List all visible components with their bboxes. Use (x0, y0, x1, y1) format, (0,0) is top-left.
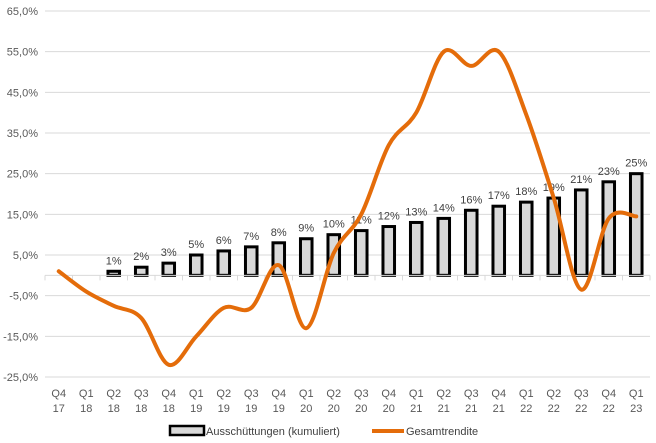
bar (518, 200, 534, 277)
x-tick-label-quarter: Q4 (491, 388, 506, 400)
x-tick-label-year: 23 (630, 403, 642, 415)
bar-data-label: 16% (460, 194, 482, 206)
bar-data-label: 21% (570, 174, 592, 186)
bar-data-label: 6% (216, 235, 232, 247)
bar-data-label: 23% (598, 166, 620, 178)
y-tick-label: 45,0% (7, 87, 38, 99)
x-tick-label-year: 20 (328, 403, 340, 415)
x-tick-label-quarter: Q3 (244, 388, 259, 400)
x-tick-label-quarter: Q2 (216, 388, 231, 400)
bar-data-label: 12% (378, 211, 400, 223)
x-tick-label-year: 20 (355, 403, 367, 415)
bar (133, 265, 149, 277)
bar (463, 208, 479, 277)
legend-swatch-ausschuettungen (168, 424, 206, 437)
bar (491, 204, 507, 277)
x-tick-label-quarter: Q3 (134, 388, 149, 400)
x-tick-label-quarter: Q2 (436, 388, 451, 400)
bar (243, 245, 259, 277)
y-tick-label: 5,0% (13, 250, 38, 262)
y-tick-label: 65,0% (7, 6, 38, 18)
bar (573, 188, 589, 277)
x-tick-label-quarter: Q4 (601, 388, 616, 400)
x-tick-label-year: 21 (438, 403, 450, 415)
x-tick-label-quarter: Q1 (629, 388, 644, 400)
x-tick-label-year: 19 (218, 403, 230, 415)
y-tick-label: -25,0% (3, 372, 38, 384)
x-tick-label-year: 21 (410, 403, 422, 415)
legend-label-gesamtrendite: Gesamtrendite (406, 426, 478, 438)
y-tick-label: -5,0% (9, 291, 38, 303)
bar (436, 216, 452, 277)
x-tick-label-quarter: Q4 (271, 388, 286, 400)
y-tick-label: 15,0% (7, 209, 38, 221)
x-tick-label-quarter: Q1 (189, 388, 204, 400)
bar-data-label: 17% (488, 190, 510, 202)
line-series-gesamtrendite (56, 47, 639, 367)
x-tick-label-quarter: Q3 (574, 388, 589, 400)
x-tick-label-quarter: Q1 (299, 388, 314, 400)
bar-data-label: 2% (133, 251, 149, 263)
bar (408, 220, 424, 277)
bar-data-label: 8% (271, 227, 287, 239)
x-tick-label-year: 19 (190, 403, 202, 415)
y-tick-label: 35,0% (7, 128, 38, 140)
gridlines (45, 10, 650, 378)
x-tick-label-year: 22 (575, 403, 587, 415)
x-tick-label-year: 22 (603, 403, 615, 415)
legend: Ausschüttungen (kumuliert) Gesamtrendite (168, 424, 478, 438)
y-tick-label: -15,0% (3, 331, 38, 343)
x-tick-label-year: 21 (465, 403, 477, 415)
x-tick-label-quarter: Q1 (519, 388, 534, 400)
x-tick-label-year: 18 (108, 403, 120, 415)
x-tick-label-quarter: Q3 (464, 388, 479, 400)
x-tick-label-quarter: Q4 (51, 388, 66, 400)
y-tick-label: 25,0% (7, 169, 38, 181)
x-tick-label-year: 18 (163, 403, 175, 415)
bar (161, 261, 177, 277)
x-tick-label-year: 22 (548, 403, 560, 415)
bar (381, 225, 397, 277)
line-path (56, 47, 639, 367)
bar-data-label: 1% (106, 255, 122, 267)
bar (298, 237, 314, 277)
bar-data-label: 18% (515, 186, 537, 198)
x-tick-label-year: 21 (493, 403, 505, 415)
y-axis: -25,0% -15,0% -5,0% 5,0% 15,0% 25,0% 35,0% 45,0… (3, 6, 38, 384)
bar-data-label: 13% (405, 206, 427, 218)
x-tick-label-quarter: Q4 (381, 388, 396, 400)
bar-data-label: 5% (188, 239, 204, 251)
x-tick-label-quarter: Q4 (161, 388, 176, 400)
x-tick-label-quarter: Q1 (79, 388, 94, 400)
x-tick-label-year: 17 (53, 403, 65, 415)
x-tick-label-year: 19 (273, 403, 285, 415)
bar (188, 253, 204, 277)
x-tick-label-year: 20 (383, 403, 395, 415)
x-tick-label-year: 22 (520, 403, 532, 415)
x-tick-label-quarter: Q2 (326, 388, 341, 400)
bar-data-label: 10% (323, 219, 345, 231)
x-tick-label-quarter: Q1 (409, 388, 424, 400)
bar-data-label: 25% (625, 158, 647, 170)
bar (216, 249, 232, 277)
y-tick-label: 55,0% (7, 47, 38, 59)
x-tick-label-quarter: Q2 (546, 388, 561, 400)
x-axis: Q4 17 Q1 18 Q2 18 Q3 18 Q4 18 Q1 19 Q2 19 Q3 19 Q4 19 Q1 20… (44, 274, 651, 415)
bar-data-label: 9% (298, 223, 314, 235)
bar-data-label: 7% (243, 231, 259, 243)
bar (106, 269, 122, 277)
x-tick-label-year: 19 (245, 403, 257, 415)
x-tick-label-year: 18 (80, 403, 92, 415)
x-tick-label-year: 20 (300, 403, 312, 415)
x-tick-label-year: 18 (135, 403, 147, 415)
legend-label-ausschuettungen: Ausschüttungen (kumuliert) (206, 426, 340, 438)
bar-data-label: 3% (161, 247, 177, 259)
x-tick-label-quarter: Q2 (106, 388, 121, 400)
bar-data-label: 14% (433, 202, 455, 214)
x-tick-label-quarter: Q3 (354, 388, 369, 400)
bar (353, 229, 369, 277)
bar (628, 172, 644, 277)
